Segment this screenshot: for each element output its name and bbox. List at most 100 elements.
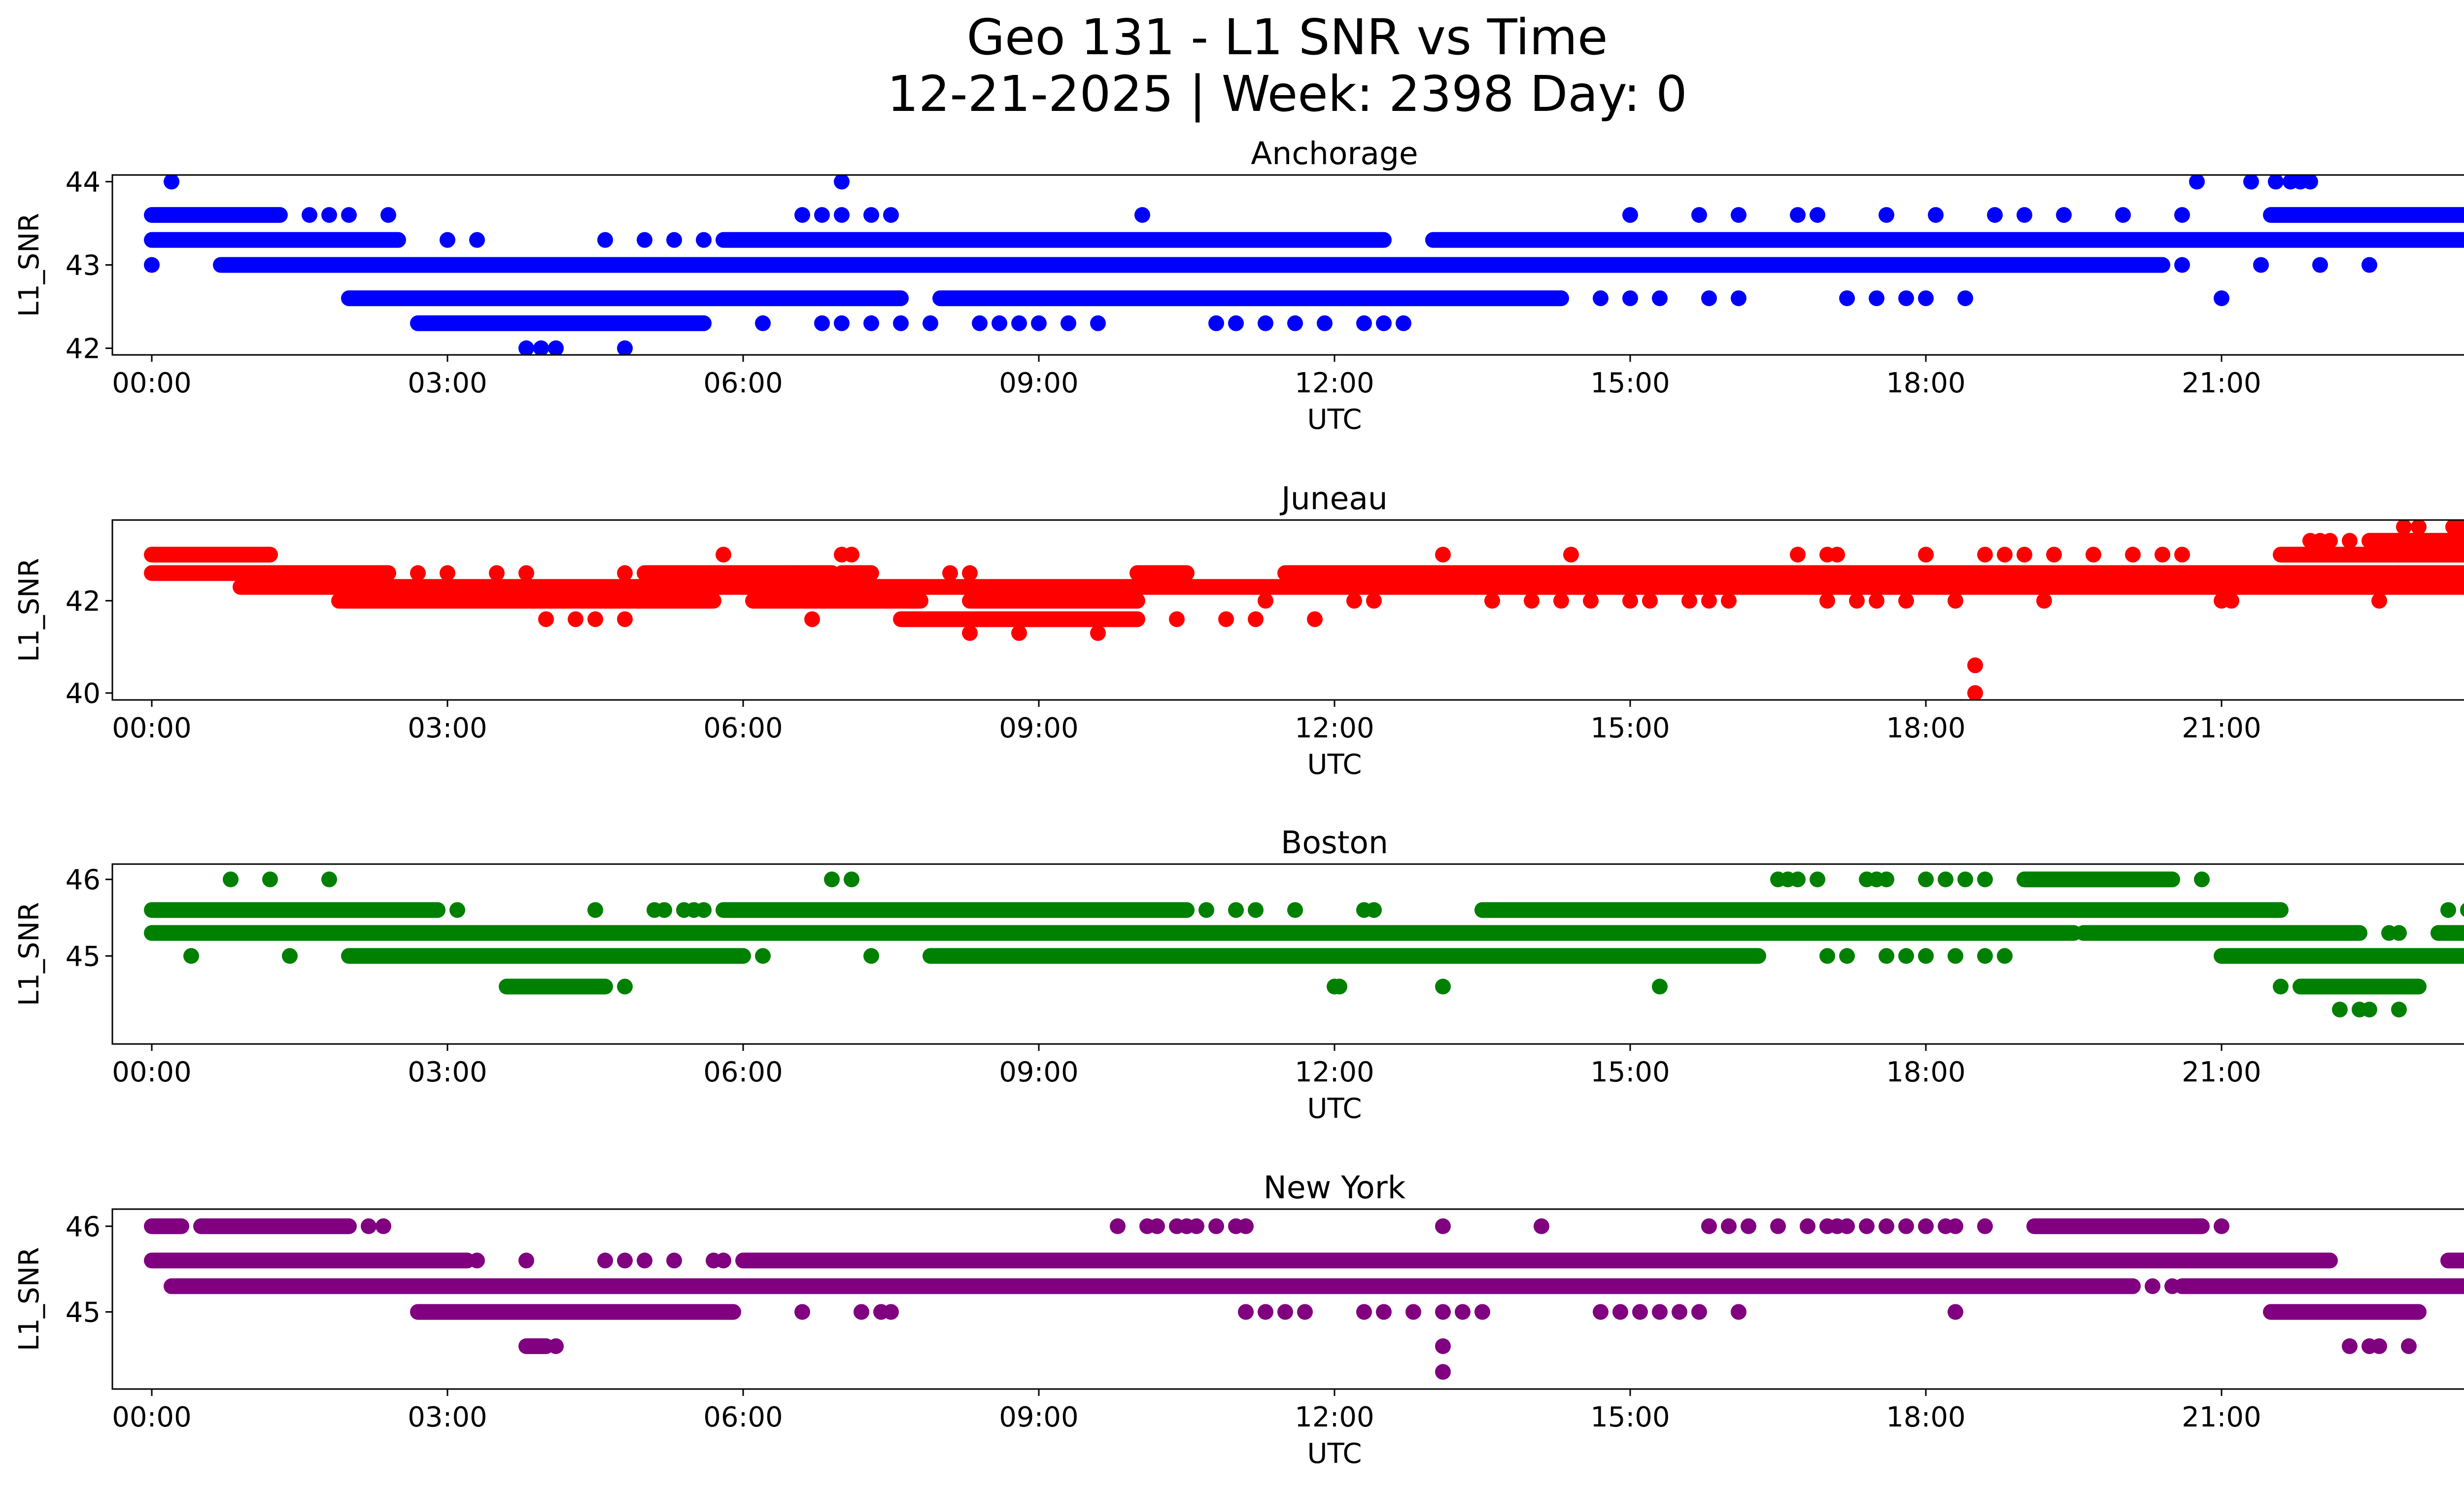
data-point [2268,175,2284,190]
data-point [1622,290,1638,307]
data-point [2194,871,2210,888]
data-point [1918,948,1934,964]
data-point [666,1252,682,1269]
x-tick-label: 06:00 [703,1056,783,1088]
data-point [183,948,199,964]
data-point [1879,871,1894,888]
data-point [1731,207,1746,223]
data-point [1918,290,1934,307]
data-point [2440,902,2456,918]
data-point [1435,1338,1451,1355]
data-point [2371,592,2387,609]
data-point [992,315,1007,331]
data-point [2391,565,2407,581]
y-tick-label: 40 [66,678,101,710]
y-tick-label: 44 [66,167,101,199]
data-point [1691,207,1707,223]
data-point [1356,315,1372,331]
data-point [1208,1218,1224,1234]
x-tick-label: 06:00 [703,1401,783,1433]
data-point [1258,1304,1273,1320]
panel-juneau: 00:00 03:00 06:00 09:00 12:00 15:00 18:00 21:00… [13,481,2464,781]
data-point [1228,902,1244,918]
x-tick-label: 12:00 [1295,712,1374,744]
panel-anchorage: 00:00 03:00 06:00 09:00 12:00 15:00 18:00 21:00… [13,136,2464,436]
data-point [548,1338,564,1355]
data-point [1672,1304,1687,1320]
data-point [568,611,583,627]
data-point [2115,207,2131,223]
data-point [1770,1218,1786,1234]
data-point [2145,1278,2160,1294]
data-point [2243,175,2259,190]
data-point [2342,533,2358,549]
data-point [1918,1218,1934,1234]
data-point [1061,315,1076,331]
data-point [2125,547,2141,563]
data-point [518,565,534,581]
data-point [1800,1218,1815,1234]
data-point [1839,1218,1855,1234]
axes-frame [111,519,2464,701]
data-point [942,565,958,581]
data-point [962,625,978,641]
data-point [469,1252,485,1269]
data-point [696,232,712,248]
data-point [1790,871,1806,888]
data-point [1977,1218,1993,1234]
panel-title: New York [1264,1170,1406,1206]
data-point [1849,592,1865,609]
data-point [863,207,879,223]
data-point [1248,902,1264,918]
data-point [1977,871,1993,888]
data-point [302,207,317,223]
data-point [1652,978,1668,995]
data-point [1474,1304,1490,1320]
data-point [469,232,485,248]
data-point [2164,1278,2180,1294]
x-tick-label: 12:00 [1295,1401,1374,1433]
data-point [1691,1304,1707,1320]
x-tick-label: 06:00 [703,712,783,744]
data-point [1134,207,1150,223]
data-point [637,232,652,248]
data-point [2332,1002,2348,1018]
data-point [587,902,603,918]
data-point [1977,547,1993,563]
data-point [1898,948,1914,964]
data-point [2273,978,2289,995]
data-point [1948,1218,1963,1234]
data-point [1208,315,1224,331]
data-point [804,611,820,627]
x-tick-label: 15:00 [1590,1056,1670,1088]
data-point [1938,871,1953,888]
x-tick-label: 12:00 [1295,1056,1374,1088]
x-tick-label: 21:00 [2182,367,2261,399]
y-axis-label: L1_SNR [13,1247,45,1351]
data-point [755,948,771,964]
data-point [844,547,859,563]
data-point [1967,657,1983,673]
data-point [1741,1218,1756,1234]
data-point [854,1304,869,1320]
data-point [2396,520,2412,535]
axes-frame [111,1208,2464,1390]
data-point [1721,592,1737,609]
data-point [1731,1304,1746,1320]
data-point [2302,175,2318,190]
x-tick-label: 21:00 [2182,1401,2261,1433]
data-point [2312,257,2328,273]
data-point [1701,1218,1717,1234]
data-point [1810,207,1825,223]
data-point [1829,547,1845,563]
data-point [1977,948,1993,964]
data-point [1110,1218,1126,1234]
data-point [824,871,840,888]
y-tick-label: 45 [66,940,101,973]
data-point [1238,1304,1254,1320]
data-point [1622,207,1638,223]
data-point [1652,290,1668,307]
data-point [1632,1304,1648,1320]
data-point [814,315,830,331]
data-point [2391,1002,2407,1018]
